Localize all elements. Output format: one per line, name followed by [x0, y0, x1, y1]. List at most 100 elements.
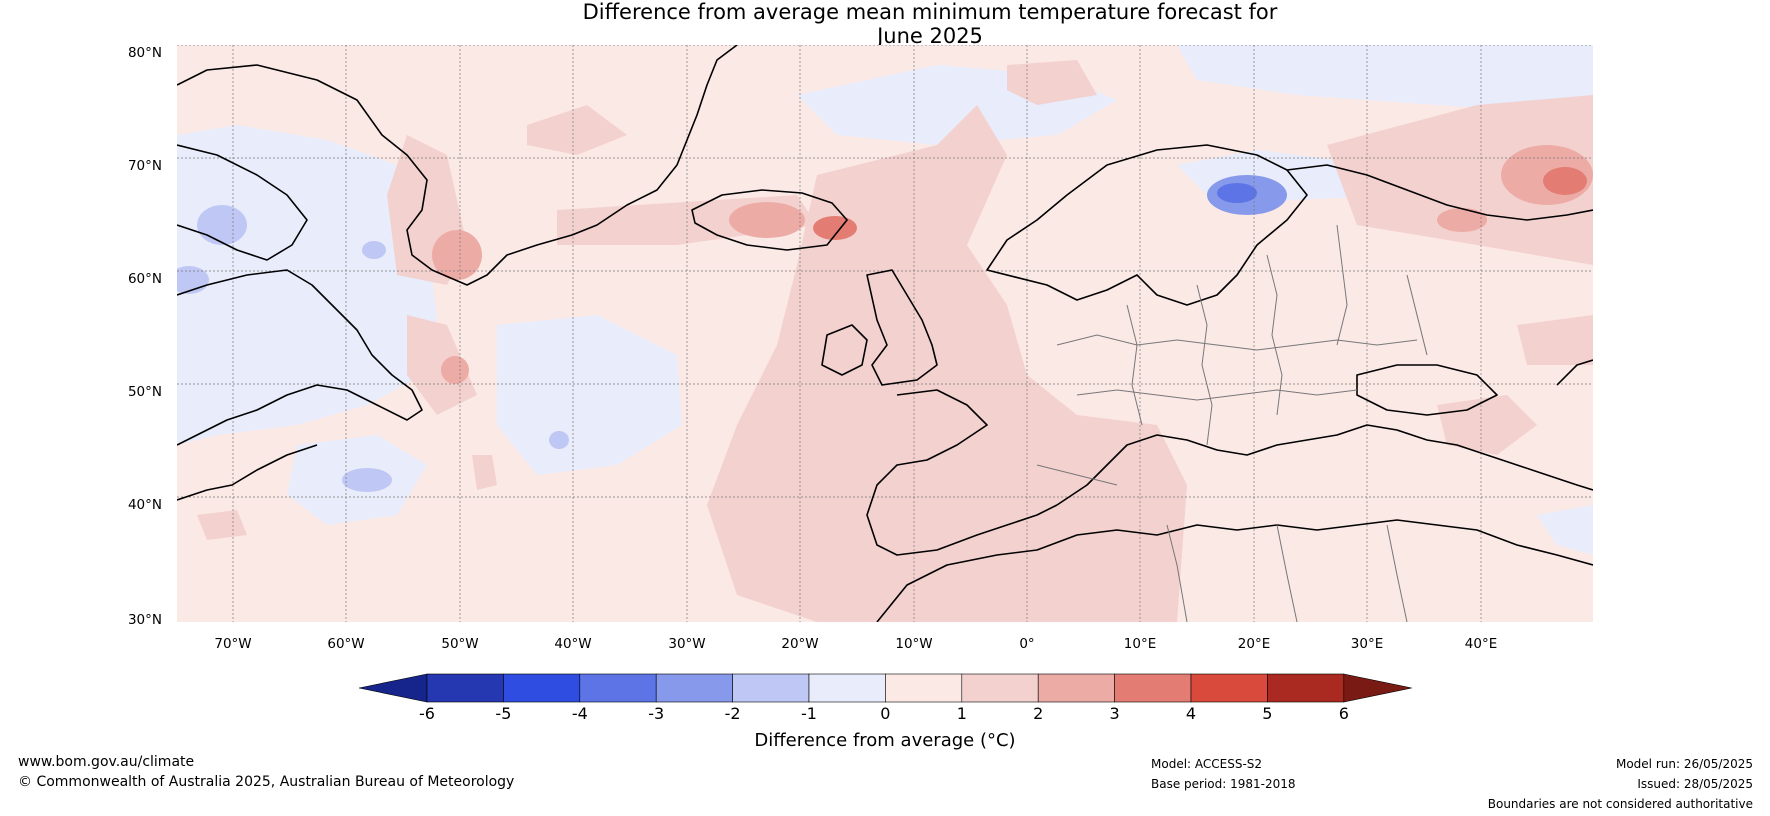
map-title: Difference from average mean minimum tem…	[0, 0, 1770, 48]
colorbar-segment	[732, 673, 810, 703]
colorbar-tick-label: -3	[648, 704, 665, 723]
ireland-coast	[821, 324, 868, 376]
iberia-france-coast	[866, 389, 1058, 556]
disclaimer-text: Boundaries are not considered authoritat…	[1487, 797, 1753, 811]
lon-label: 10°W	[895, 636, 933, 652]
colorbar-tick-label: -6	[419, 704, 435, 723]
warm-anomaly-region	[472, 455, 497, 490]
barents-coast	[1286, 164, 1593, 221]
lon-label: 30°W	[668, 636, 706, 652]
cool-core	[549, 431, 569, 449]
colorbar-title: Difference from average (°C)	[754, 730, 1016, 751]
colorbar-tick-label: -4	[571, 704, 588, 723]
colorbar-segment	[885, 673, 963, 703]
colorbar-tick-label: 3	[1109, 704, 1120, 723]
lat-label: 80°N	[127, 45, 162, 61]
lon-label: 0°	[1019, 636, 1035, 652]
cool-core	[1217, 183, 1257, 203]
colorbar-tick-label: 5	[1262, 704, 1273, 723]
colorbar-tick-label: 2	[1033, 704, 1044, 723]
colorbar-segment	[1190, 673, 1268, 703]
lat-label: 30°N	[127, 612, 162, 628]
colorbar-tick-label: -5	[495, 704, 512, 723]
forecast-map	[177, 45, 1593, 622]
cool-anomaly-region	[177, 125, 437, 445]
model-run-text: Model run: 26/05/2025	[1615, 757, 1753, 771]
cool-core	[197, 205, 247, 245]
colorbar-segment	[1114, 673, 1192, 703]
lon-label: 40°W	[554, 636, 592, 652]
lat-label: 50°N	[127, 384, 162, 400]
warm-anomaly-region	[1437, 395, 1537, 455]
colorbar-tick-label: 6	[1338, 704, 1349, 723]
lon-label: 40°E	[1464, 636, 1498, 652]
mediterranean-coast	[1056, 424, 1593, 506]
issued-text: Issued: 28/05/2025	[1637, 777, 1753, 791]
warm-anomaly-region	[707, 105, 1187, 622]
copyright-text: © Commonwealth of Australia 2025, Austra…	[18, 774, 515, 790]
warm-core	[441, 356, 469, 384]
map-svg	[177, 45, 1593, 622]
colorbar-segment	[961, 673, 1039, 703]
model-text: Model: ACCESS-S2	[1151, 757, 1263, 771]
lon-label: 20°E	[1237, 636, 1271, 652]
lon-label: 60°W	[327, 636, 365, 652]
graticule	[177, 45, 1593, 622]
colorbar-segment	[655, 673, 733, 703]
colorbar-tick-label: 4	[1185, 704, 1197, 723]
base-period-text: Base period: 1981-2018	[1151, 777, 1296, 791]
title-line-2: June 2025	[877, 24, 983, 48]
baffin-coast	[177, 144, 308, 261]
colorbar-tick-label: -1	[801, 704, 817, 723]
coastlines	[177, 45, 1593, 622]
title-line-1: Difference from average mean minimum tem…	[582, 0, 1278, 24]
lon-label: 50°W	[441, 636, 479, 652]
warm-core	[432, 230, 482, 280]
colorbar-segments	[358, 673, 1412, 703]
warm-anomaly-region	[1327, 95, 1593, 265]
us-east-coast	[177, 444, 318, 501]
colorbar-segment	[503, 673, 581, 703]
colorbar-segment	[579, 673, 657, 703]
lon-label: 10°E	[1123, 636, 1157, 652]
country-borders	[1036, 224, 1428, 622]
lon-label: 20°W	[781, 636, 819, 652]
warm-core	[1543, 167, 1587, 195]
colorbar-extend-low	[358, 673, 428, 703]
cool-anomaly-region	[497, 315, 682, 475]
website-link[interactable]: www.bom.gov.au/climate	[18, 754, 195, 770]
warm-anomaly-region	[1517, 315, 1593, 365]
colorbar-tick-label: 1	[956, 704, 967, 723]
cool-anomaly-region	[1177, 45, 1593, 115]
lon-label: 30°E	[1350, 636, 1384, 652]
warm-core	[729, 202, 805, 238]
warm-anomaly-region	[527, 105, 627, 155]
colorbar	[358, 673, 1412, 703]
lat-label: 60°N	[127, 271, 162, 287]
caspian-coast	[1556, 359, 1593, 386]
cool-core	[342, 468, 392, 492]
colorbar-segment	[426, 673, 504, 703]
warm-anomaly-region	[1007, 60, 1097, 105]
lat-label: 40°N	[127, 497, 162, 513]
cool-anomaly-region	[1537, 505, 1593, 555]
labrador-coast	[177, 269, 423, 446]
warm-core	[813, 216, 857, 240]
cool-core	[362, 241, 386, 259]
britain-coast	[866, 269, 938, 386]
scandinavia-coast	[986, 144, 1308, 306]
colorbar-tick-label: -2	[724, 704, 741, 723]
colorbar-tick-label: 0	[880, 704, 891, 723]
lat-label: 70°N	[127, 158, 162, 174]
north-africa-coast	[876, 519, 1593, 622]
iceland-coast	[691, 189, 848, 251]
colorbar-extend-high	[1343, 673, 1412, 703]
colorbar-segment	[808, 673, 886, 703]
greenland-coast	[177, 45, 738, 286]
black-sea-coast	[1356, 364, 1498, 416]
warm-anomaly-region	[197, 510, 247, 540]
colorbar-segment	[1267, 673, 1345, 703]
colorbar-segment	[1037, 673, 1115, 703]
warm-core	[1437, 208, 1487, 232]
lon-label: 70°W	[214, 636, 252, 652]
